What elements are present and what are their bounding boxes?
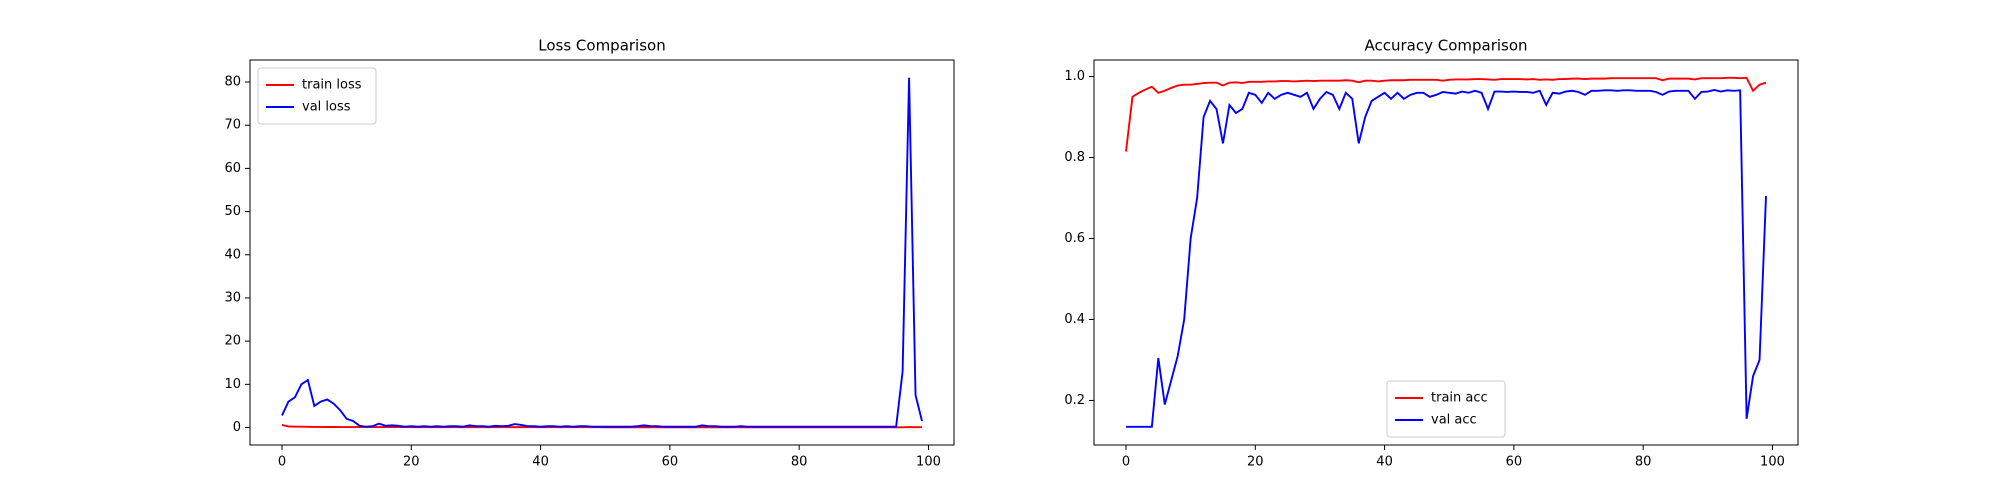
x-tick-label: 100 [1760, 455, 1785, 470]
legend-label: train acc [1431, 391, 1488, 406]
y-tick-label: 1.0 [1064, 69, 1085, 84]
x-tick-label: 40 [1376, 455, 1393, 470]
y-tick-label: 0.2 [1064, 393, 1085, 408]
y-tick-label: 0.8 [1064, 150, 1085, 165]
y-tick-label: 50 [224, 204, 241, 219]
x-tick-label: 80 [1635, 455, 1652, 470]
plot-lines [1125, 76, 1767, 428]
x-tick-label: 60 [1506, 455, 1523, 470]
y-tick-label: 70 [224, 118, 241, 133]
legend-box [1386, 380, 1506, 438]
axes-frame [249, 59, 955, 446]
x-tick-label: 80 [791, 455, 808, 470]
legend-box [257, 67, 377, 125]
y-tick-label: 60 [224, 161, 241, 176]
x-tick-label: 20 [1247, 455, 1264, 470]
legend-label: val acc [1431, 413, 1477, 428]
legend-label: train loss [302, 78, 362, 93]
x-tick-label: 60 [662, 455, 679, 470]
chart-title: Accuracy Comparison [1364, 37, 1527, 55]
chart-panel: Loss Comparison 0 20 40 60 80 100 0 10 20 30 40 50 60… [224, 37, 955, 470]
y-tick-label: 10 [224, 377, 241, 392]
x-tick-label: 20 [403, 455, 420, 470]
y-tick-label: 30 [224, 290, 241, 305]
series-line [1126, 88, 1767, 428]
axes-frame [1093, 59, 1799, 446]
series-line [281, 77, 923, 428]
chart-title: Loss Comparison [538, 37, 665, 55]
y-tick-label: 40 [224, 247, 241, 262]
y-tick-label: 20 [224, 334, 241, 349]
x-tick-label: 100 [916, 455, 941, 470]
series-line [1125, 76, 1767, 152]
y-tick-label: 80 [224, 75, 241, 90]
plot-lines [281, 77, 923, 429]
legend-label: val loss [302, 100, 351, 115]
y-tick-label: 0.6 [1064, 231, 1085, 246]
x-tick-label: 40 [532, 455, 549, 470]
y-tick-label: 0.4 [1064, 312, 1085, 327]
x-tick-label: 0 [278, 455, 286, 470]
x-tick-label: 0 [1122, 455, 1130, 470]
y-tick-label: 0 [233, 420, 241, 435]
chart-panel: Accuracy Comparison 0 20 40 60 80 100 0.2 0.4 0.6… [1064, 37, 1799, 470]
